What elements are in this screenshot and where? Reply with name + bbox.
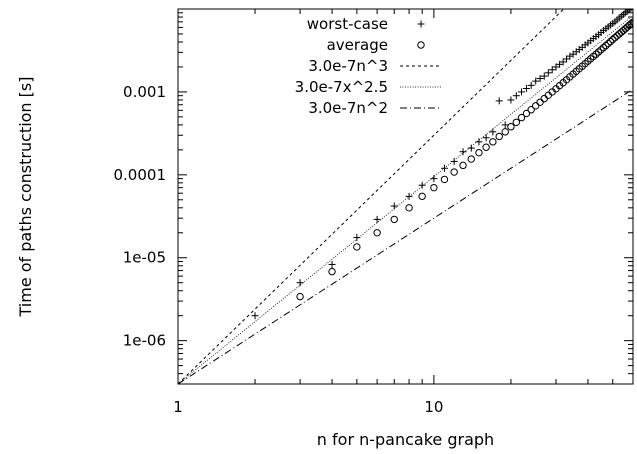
plot-area [178, 9, 633, 384]
fit-line-5 [178, 88, 633, 384]
average-point [602, 41, 610, 50]
worst-case-point [296, 279, 304, 287]
worst-case-point [418, 181, 426, 189]
worst-case-point [507, 96, 515, 104]
average-point [328, 267, 336, 276]
worst-case-point [559, 58, 567, 66]
worst-case-point [328, 260, 336, 268]
worst-case-point [536, 75, 544, 83]
worst-case-point [251, 312, 259, 320]
average-point [536, 98, 544, 106]
average-point [405, 204, 413, 212]
worst-case-point [518, 88, 526, 96]
average-point [459, 161, 467, 170]
average-point [489, 138, 497, 146]
average-point [613, 32, 621, 40]
worst-case-point [495, 97, 503, 105]
worst-case-point [405, 192, 413, 200]
y-tick-label: 1e-05 [123, 249, 166, 267]
average-point [353, 243, 361, 251]
average-point [597, 46, 605, 54]
worst-case-point [527, 81, 535, 89]
fit-line-4 [178, 15, 633, 384]
legend: worst-case average 3.0e-7n^3 3.0e-7x^2.5 3.0… [295, 15, 442, 117]
average-point [599, 43, 608, 52]
y-tick-label: 0.0001 [114, 166, 167, 184]
worst-case-point [556, 60, 564, 68]
legend-entry-3: 3.0e-7n^3 [308, 57, 442, 75]
average-point [527, 106, 535, 114]
average-point [621, 25, 630, 33]
worst-case-point [512, 92, 520, 100]
legend-label: 3.0e-7n^3 [308, 57, 388, 75]
worst-case-point [501, 121, 509, 129]
worst-case-point [532, 77, 540, 85]
legend-entry-5: 3.0e-7n^2 [308, 99, 442, 117]
legend-label: 3.0e-7n^2 [308, 99, 388, 117]
y-tick-label: 1e-06 [123, 332, 166, 350]
plot-frame [177, 8, 634, 385]
average-point [467, 155, 475, 163]
worst-case-point [430, 175, 438, 183]
worst-case-point [373, 215, 381, 223]
legend-label: 3.0e-7x^2.5 [295, 78, 388, 96]
average-point [606, 37, 615, 46]
worst-case-point [552, 63, 560, 71]
legend-label: worst-case [307, 15, 388, 33]
average-point [594, 48, 603, 56]
average-point [611, 33, 619, 42]
average-point [512, 118, 521, 127]
average-point [619, 26, 628, 35]
x-tick-label: 1 [173, 398, 183, 416]
average-point [296, 292, 304, 301]
average-point [517, 113, 526, 122]
worst-case-point [390, 202, 398, 210]
x-tick-label: 10 [424, 398, 443, 416]
average-point [430, 183, 438, 192]
worst-case-point [459, 148, 467, 156]
legend-label: average [327, 36, 388, 54]
average-point [609, 35, 617, 44]
average-point [507, 123, 515, 131]
average-point [418, 192, 426, 201]
legend-entry-4: 3.0e-7x^2.5 [295, 78, 442, 96]
average-point [495, 132, 503, 141]
average-point [450, 168, 458, 176]
worst-case-point [489, 128, 497, 136]
average-point [373, 229, 381, 237]
average-point [592, 50, 600, 58]
worst-case-point [440, 164, 448, 172]
worst-case-point [548, 66, 556, 74]
legend-entry-2: average [327, 36, 425, 54]
average-point [522, 109, 531, 118]
y-axis-label: Time of paths construction [s] [16, 77, 35, 318]
worst-case-point [467, 144, 475, 152]
average-point [390, 215, 398, 224]
y-tick-label: 0.001 [123, 83, 166, 101]
average-point [544, 91, 553, 100]
legend-entry-1: worst-case [307, 15, 425, 33]
fit-line-3 [178, 9, 565, 384]
x-axis-label: n for n-pancake graph [317, 430, 494, 449]
axes: 1e-06 1e-05 0.0001 0.001 1 10 [114, 8, 634, 416]
plot-marks [178, 9, 633, 384]
average-point [475, 148, 483, 157]
worst-case-point [544, 69, 552, 77]
average-point [532, 102, 540, 110]
worst-case-point [625, 9, 633, 14]
average-point [501, 128, 509, 136]
worst-case-point [522, 84, 530, 92]
worst-case-point [353, 234, 361, 242]
average-point [440, 175, 449, 184]
legend-circle [417, 41, 425, 49]
worst-case-point [630, 9, 632, 12]
average-point [540, 94, 548, 103]
worst-case-point [482, 134, 490, 142]
worst-case-point [540, 72, 548, 80]
average-point [482, 143, 490, 151]
average-point [604, 39, 612, 48]
worst-case-point [475, 138, 483, 146]
worst-case-point [450, 157, 458, 165]
